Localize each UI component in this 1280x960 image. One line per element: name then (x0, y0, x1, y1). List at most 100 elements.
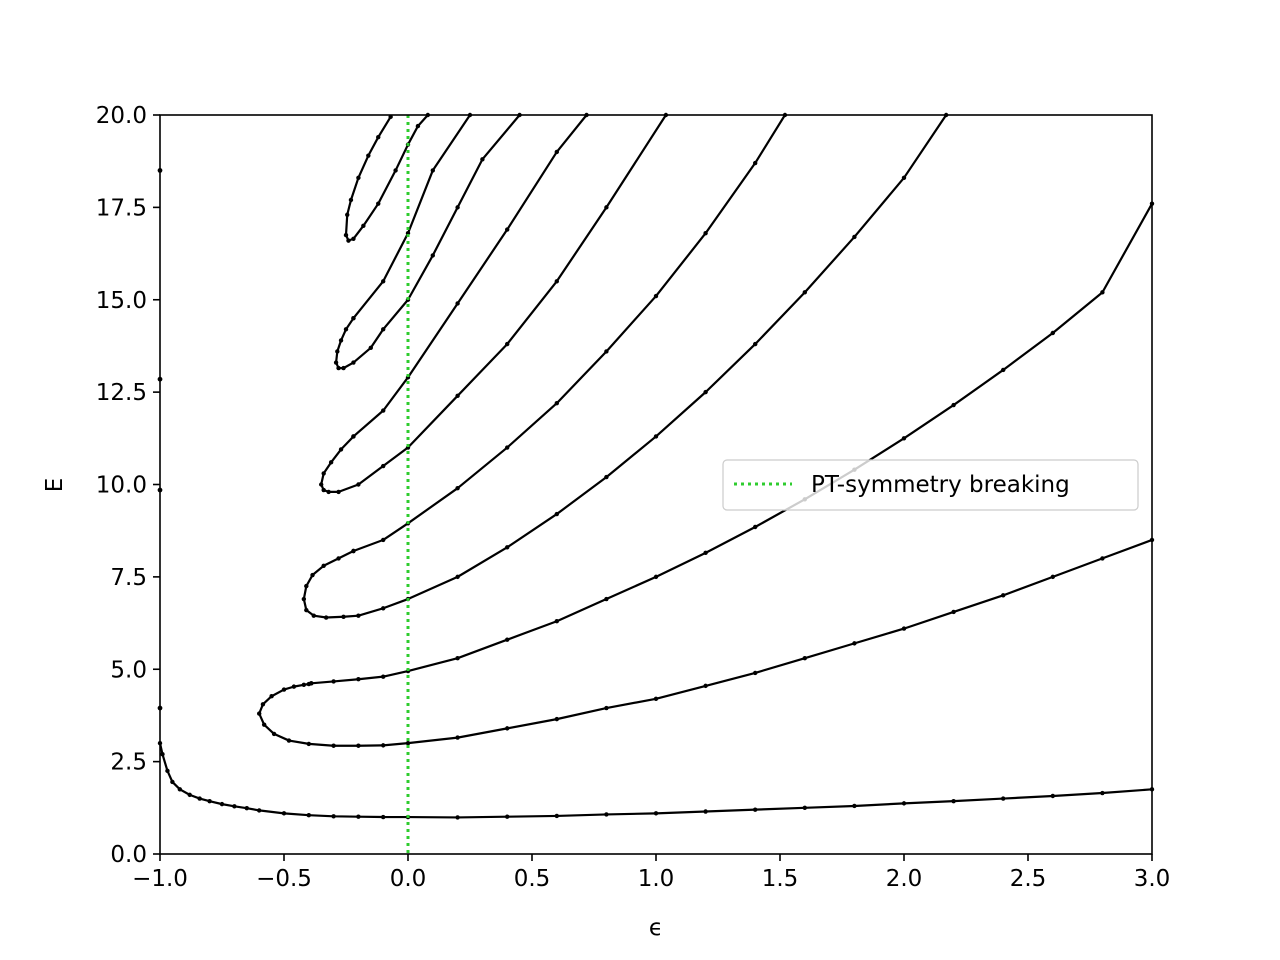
x-tick-label: 1.0 (638, 866, 675, 892)
y-tick-label: 7.5 (110, 565, 147, 591)
series-2-point (1100, 290, 1105, 295)
series-9-point (366, 153, 371, 158)
series-9-point (393, 168, 398, 173)
x-tick-label: 2.0 (886, 866, 923, 892)
series-1-point (260, 702, 266, 707)
series-1-point (356, 743, 361, 748)
x-tick-label: 1.5 (762, 866, 799, 892)
x-tick-label: −1.0 (132, 866, 188, 892)
series-2-point (703, 550, 708, 556)
series-5-point (326, 489, 331, 495)
y-tick-label: 12.5 (96, 380, 147, 406)
series-3-point (901, 175, 907, 181)
series-5-point (336, 489, 341, 495)
series-2-point (554, 619, 559, 624)
series-2-point (331, 679, 336, 684)
series-4-point (554, 401, 559, 406)
series-0-point (331, 814, 336, 819)
series-line-1 (258, 538, 1154, 747)
data-curves (157, 112, 1155, 820)
series-1-point (261, 722, 267, 727)
y-tick-label: 15.0 (96, 288, 147, 314)
series-5-point (321, 471, 326, 476)
series-0-point (703, 809, 708, 814)
series-5-point (328, 460, 334, 465)
series-8-point (351, 316, 356, 321)
series-1-point (554, 716, 559, 722)
series-7-point (351, 360, 356, 365)
series-1-point (405, 740, 411, 746)
series-0-point (219, 801, 225, 807)
x-tick-label: 3.0 (1134, 866, 1171, 892)
series-5-point (356, 482, 361, 487)
series-9-point (351, 236, 356, 241)
series-0-point (1100, 790, 1105, 796)
series-1-point (291, 684, 297, 689)
series-9-point (356, 175, 361, 181)
series-1-point (1001, 593, 1006, 598)
series-3-point (311, 613, 316, 618)
series-0-point (455, 815, 460, 820)
series-3-point (381, 606, 386, 611)
series-line-6 (352, 113, 588, 438)
series-line-3 (302, 113, 948, 619)
x-axis-ticks: −1.0 −0.5 0.0 0.5 1.0 1.5 2.0 2.5 3.0 (132, 854, 1170, 892)
series-0-point (187, 792, 192, 798)
series-6-point (381, 408, 386, 413)
series-2-point (604, 596, 609, 602)
series-3-point (310, 572, 315, 578)
series-5-point (554, 279, 559, 284)
y-tick-label: 20.0 (96, 103, 147, 129)
series-6-point (351, 434, 356, 439)
series-2-point (381, 674, 386, 679)
series-6-point (554, 149, 559, 155)
series-0-point (170, 779, 175, 785)
series-0-point (653, 811, 659, 816)
series-0-point (1001, 796, 1006, 801)
series-3-point (604, 474, 609, 480)
series-0-point (165, 768, 170, 774)
series-7-point (480, 157, 485, 162)
series-9-point (361, 223, 366, 229)
series-3-point (336, 556, 341, 561)
series-line-7 (334, 113, 521, 370)
series-line-0 (158, 742, 1154, 819)
series-1-point (653, 696, 659, 702)
series-1-point (951, 609, 956, 615)
series-2-point (753, 524, 758, 530)
series-7-point (368, 345, 373, 350)
series-1-point (381, 743, 386, 748)
series-4-point (653, 293, 659, 299)
series-0-point (244, 805, 249, 811)
series-4-point (604, 349, 609, 354)
series-2-point (653, 574, 659, 580)
series-5-point (381, 463, 386, 469)
series-3-point (455, 574, 460, 580)
series-3-point (753, 341, 758, 347)
series-4-point (753, 160, 758, 166)
series-4-point (351, 548, 356, 554)
y-tick-label: 10.0 (96, 473, 147, 499)
series-8-point (430, 168, 435, 173)
series-7-point (455, 205, 460, 210)
series-5-point (321, 487, 326, 493)
series-7-point (343, 327, 349, 332)
y-tick-label: 17.5 (96, 195, 147, 221)
series-7-point (336, 365, 341, 371)
series-4-point (505, 445, 510, 450)
series-0-point (197, 796, 202, 801)
series-0-point (232, 804, 237, 809)
series-2-point (309, 681, 314, 686)
series-0-point (852, 803, 857, 809)
series-3-point (301, 596, 307, 602)
series-1-point (281, 687, 287, 692)
series-9-point (343, 232, 349, 238)
series-2-point (901, 436, 907, 441)
x-tick-label: −0.5 (256, 866, 312, 892)
series-9-point (346, 238, 351, 243)
series-2-point (1050, 330, 1056, 336)
y-tick-label: 0.0 (110, 842, 147, 868)
series-7-point (333, 360, 339, 365)
series-9-point (345, 212, 350, 217)
